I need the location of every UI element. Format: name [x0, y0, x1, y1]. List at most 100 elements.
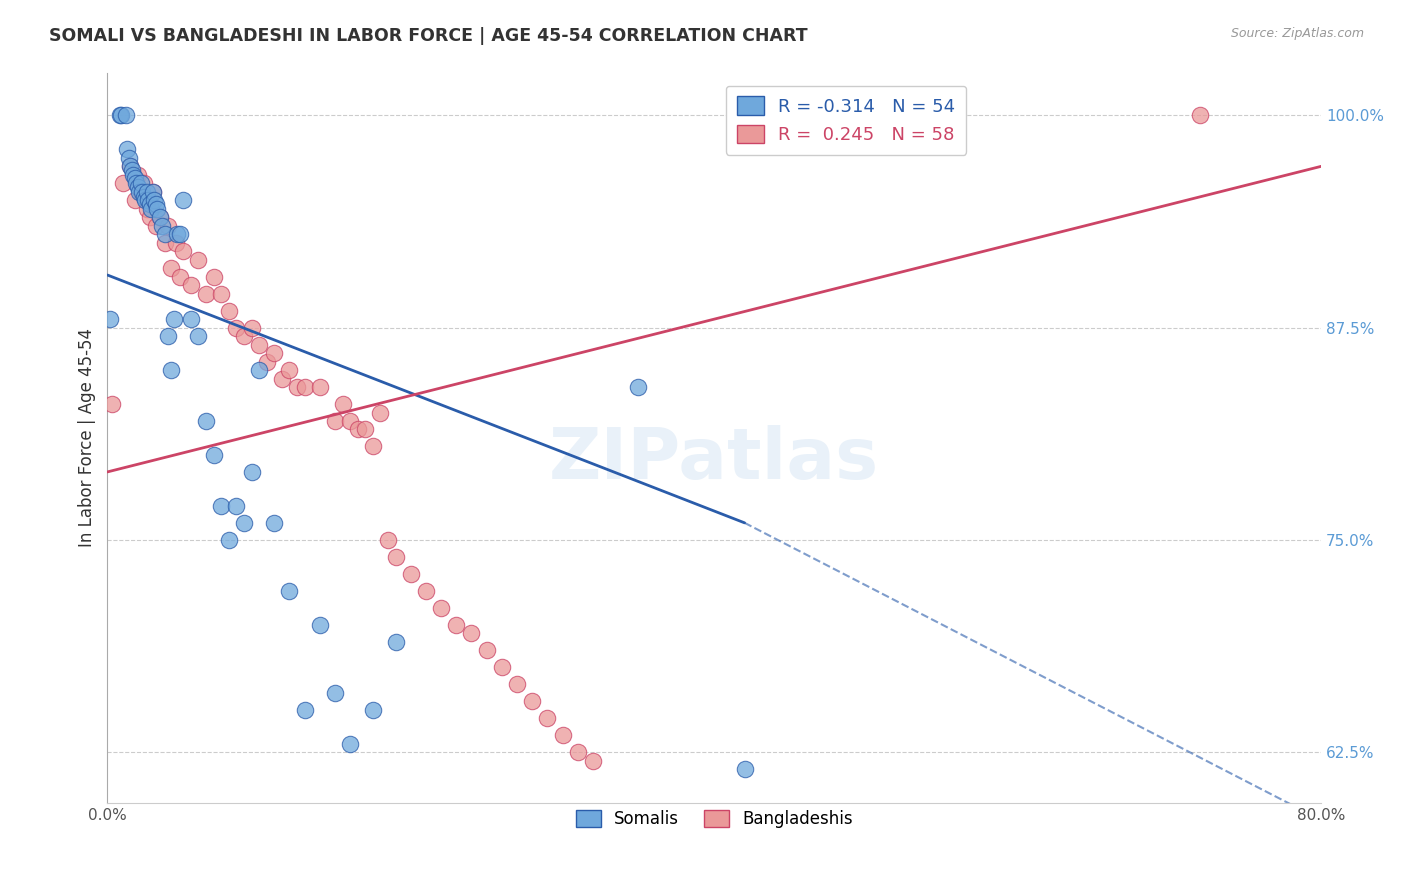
Point	[110, 108, 132, 122]
Point	[263, 346, 285, 360]
Point	[361, 440, 384, 454]
Point	[134, 194, 156, 208]
Point	[124, 194, 146, 208]
Point	[475, 643, 498, 657]
Point	[172, 244, 194, 259]
Point	[294, 703, 316, 717]
Point	[187, 329, 209, 343]
Point	[142, 185, 165, 199]
Point	[125, 177, 148, 191]
Point	[346, 422, 368, 436]
Point	[115, 142, 138, 156]
Point	[247, 337, 270, 351]
Point	[240, 465, 263, 479]
Point	[232, 329, 254, 343]
Point	[142, 185, 165, 199]
Point	[361, 703, 384, 717]
Point	[122, 168, 145, 182]
Point	[354, 422, 377, 436]
Point	[163, 312, 186, 326]
Point	[256, 354, 278, 368]
Point	[323, 414, 346, 428]
Point	[187, 252, 209, 267]
Point	[294, 380, 316, 394]
Point	[146, 202, 169, 216]
Point	[153, 227, 176, 242]
Point	[536, 711, 558, 725]
Point	[218, 303, 240, 318]
Point	[165, 235, 187, 250]
Point	[446, 617, 468, 632]
Point	[627, 380, 650, 394]
Point	[160, 261, 183, 276]
Point	[141, 202, 163, 216]
Point	[120, 159, 142, 173]
Point	[278, 583, 301, 598]
Point	[149, 211, 172, 225]
Point	[323, 685, 346, 699]
Point	[734, 762, 756, 776]
Point	[218, 533, 240, 547]
Point	[128, 185, 150, 199]
Point	[108, 108, 131, 122]
Text: SOMALI VS BANGLADESHI IN LABOR FORCE | AGE 45-54 CORRELATION CHART: SOMALI VS BANGLADESHI IN LABOR FORCE | A…	[49, 27, 808, 45]
Point	[240, 320, 263, 334]
Point	[180, 278, 202, 293]
Point	[117, 151, 139, 165]
Point	[209, 286, 232, 301]
Point	[339, 737, 361, 751]
Point	[232, 516, 254, 530]
Point	[153, 235, 176, 250]
Point	[225, 320, 247, 334]
Point	[135, 202, 157, 216]
Point	[169, 227, 191, 242]
Point	[551, 728, 574, 742]
Text: ZIPatlas: ZIPatlas	[550, 425, 879, 494]
Point	[114, 108, 136, 122]
Point	[135, 185, 157, 199]
Point	[384, 549, 406, 564]
Point	[285, 380, 308, 394]
Point	[129, 185, 152, 199]
Point	[415, 583, 437, 598]
Point	[339, 414, 361, 428]
Point	[131, 185, 153, 199]
Point	[132, 177, 155, 191]
Point	[132, 190, 155, 204]
Point	[522, 694, 544, 708]
Point	[430, 600, 453, 615]
Point	[399, 566, 422, 581]
Point	[209, 499, 232, 513]
Point	[180, 312, 202, 326]
Point	[149, 211, 172, 225]
Point	[166, 227, 188, 242]
Point	[127, 168, 149, 182]
Point	[278, 363, 301, 377]
Text: Source: ZipAtlas.com: Source: ZipAtlas.com	[1230, 27, 1364, 40]
Point	[145, 196, 167, 211]
Point	[247, 363, 270, 377]
Point	[172, 194, 194, 208]
Point	[195, 414, 218, 428]
Point	[100, 312, 122, 326]
Point	[124, 171, 146, 186]
Point	[157, 219, 180, 233]
Point	[460, 626, 482, 640]
Point	[157, 329, 180, 343]
Point	[506, 677, 529, 691]
Point	[139, 196, 162, 211]
Point	[143, 194, 166, 208]
Point	[263, 516, 285, 530]
Point	[567, 745, 589, 759]
Point	[225, 499, 247, 513]
Point	[377, 533, 399, 547]
Point	[370, 405, 392, 419]
Point	[160, 363, 183, 377]
Point	[491, 660, 513, 674]
Point	[150, 219, 173, 233]
Point	[101, 397, 124, 411]
Point	[138, 194, 160, 208]
Point	[582, 754, 605, 768]
Point	[308, 380, 330, 394]
Point	[121, 162, 143, 177]
